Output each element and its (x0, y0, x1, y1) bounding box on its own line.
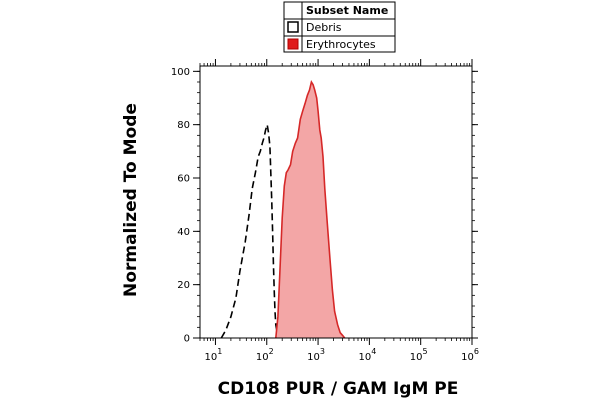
y-tick-label: 100 (171, 67, 190, 78)
series-debris-line (220, 124, 282, 339)
y-tick-label: 60 (177, 174, 190, 185)
x-tick-label: 106 (461, 347, 479, 363)
plot-border (199, 65, 473, 339)
y-tick-label: 0 (184, 334, 190, 345)
plot-frame (199, 65, 473, 339)
series-erythrocytes-area (275, 82, 345, 338)
x-axis: 101 102 103 104 105 106 (199, 59, 479, 363)
x-tick-label: 101 (205, 347, 223, 363)
legend-swatch-debris (287, 21, 299, 33)
legend-swatch-erythrocytes (287, 38, 299, 50)
plot-area: 0 20 40 60 80 100 101 102 103 104 105 106 (171, 59, 479, 363)
y-tick-label: 20 (177, 280, 190, 291)
y-tick-label: 80 (177, 120, 190, 131)
y-axis: 0 20 40 60 80 100 (171, 67, 478, 345)
y-axis-title: Normalized To Mode (121, 103, 141, 297)
series-layer (220, 79, 346, 339)
x-axis-title: CD108 PUR / GAM IgM PE (218, 379, 459, 399)
x-tick-label: 102 (256, 347, 274, 363)
x-tick-label: 104 (358, 347, 376, 363)
legend-label-erythrocytes: Erythrocytes (306, 38, 376, 51)
y-tick-label: 40 (177, 227, 190, 238)
legend-title: Subset Name (306, 4, 388, 17)
x-tick-label: 103 (307, 347, 325, 363)
series-erythrocytes-line (275, 79, 346, 339)
legend: Subset Name Debris Erythrocytes (283, 1, 396, 53)
legend-label-debris: Debris (306, 21, 342, 34)
x-tick-label: 105 (410, 347, 428, 363)
